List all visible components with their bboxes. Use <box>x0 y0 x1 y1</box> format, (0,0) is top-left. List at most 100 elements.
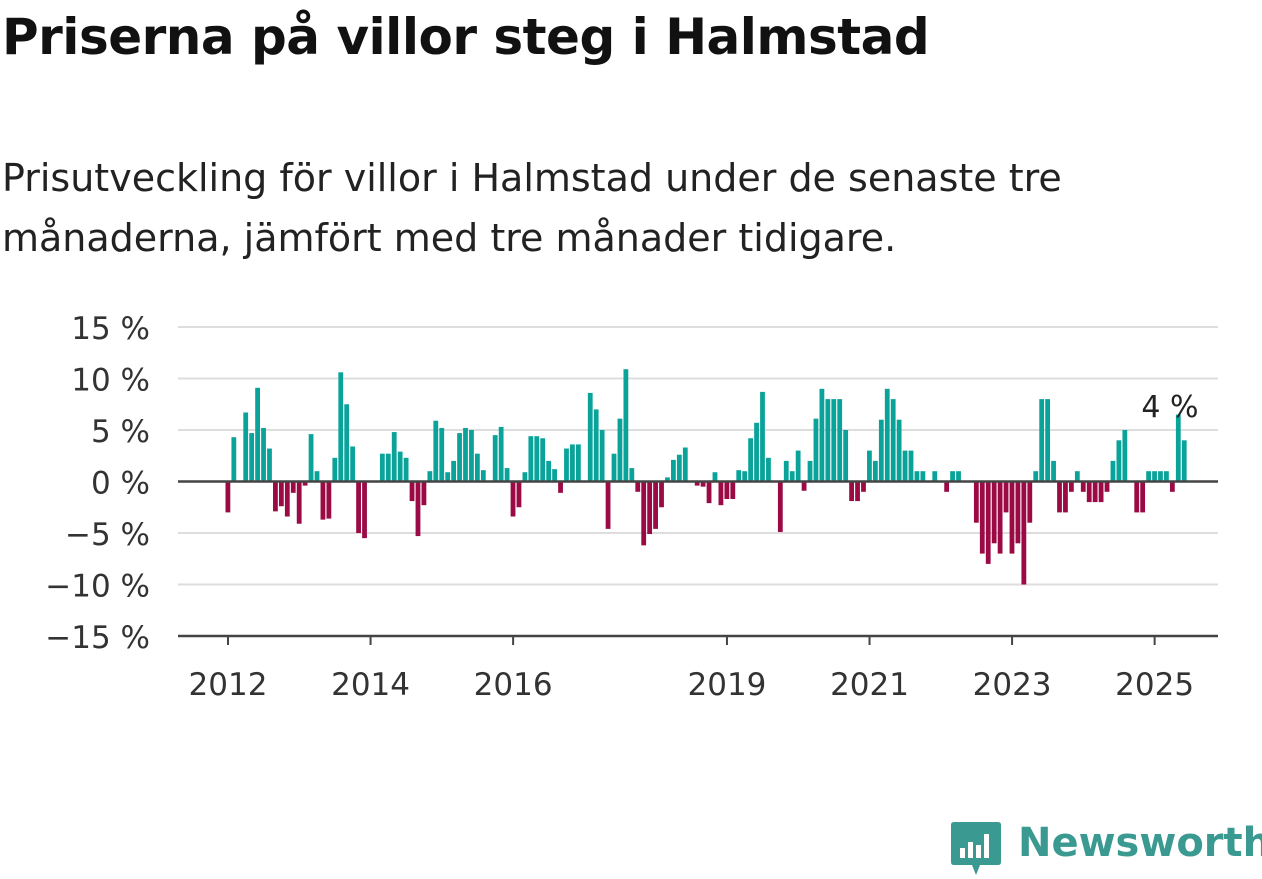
bar <box>724 481 730 500</box>
bar <box>492 435 498 482</box>
bar <box>362 481 367 539</box>
grid-lines <box>178 326 1218 586</box>
chart-subtitle: Prisutveckling för villor i Halmstad und… <box>2 156 1062 260</box>
bar <box>991 481 997 544</box>
y-tick-label: 5 % <box>91 414 150 450</box>
bar <box>308 434 314 482</box>
bar <box>1158 471 1163 482</box>
newsworthy-logo: Newsworthy <box>950 818 1262 878</box>
bar <box>1080 481 1086 492</box>
bar <box>1104 481 1110 492</box>
bar <box>439 427 445 482</box>
bar <box>397 451 403 482</box>
brand-name: Newsworthy <box>1018 820 1262 866</box>
bar <box>1009 481 1015 554</box>
bar <box>575 444 581 482</box>
bar <box>754 422 759 482</box>
bar <box>278 481 284 507</box>
bar <box>902 450 908 482</box>
bar <box>890 399 896 482</box>
bar <box>777 481 783 532</box>
bar <box>979 481 985 554</box>
bar <box>908 450 914 482</box>
bar <box>403 457 409 482</box>
bar <box>273 481 278 512</box>
bar <box>344 404 350 482</box>
bar <box>1092 481 1098 503</box>
bar <box>1074 471 1080 482</box>
bar <box>676 454 682 482</box>
bar <box>409 481 415 502</box>
bar <box>932 471 938 482</box>
bar <box>944 481 950 492</box>
bar-chart: 15 %10 %5 %0 %−5 %−10 %−15 % 2012 2014 201… <box>45 311 1218 703</box>
bar <box>243 412 249 482</box>
bar <box>861 481 866 492</box>
bar <box>837 399 843 482</box>
bar <box>593 409 599 482</box>
bar <box>914 471 920 482</box>
bar <box>415 481 421 537</box>
bar <box>469 430 474 482</box>
bars <box>225 369 1187 585</box>
bar <box>302 481 308 486</box>
bar <box>718 481 724 506</box>
bar <box>445 472 451 482</box>
bar <box>1015 481 1021 544</box>
bar <box>498 426 504 482</box>
bar <box>261 427 266 482</box>
bar <box>385 453 391 482</box>
bar <box>546 460 552 482</box>
bar <box>659 481 664 508</box>
y-tick-label: −10 % <box>45 569 150 605</box>
bar <box>356 481 361 533</box>
bar <box>896 419 902 482</box>
bar <box>350 446 356 482</box>
bar <box>1068 481 1074 492</box>
bar <box>635 481 641 492</box>
bar <box>1027 481 1033 523</box>
bar <box>1169 481 1175 492</box>
bar <box>801 481 807 491</box>
bar <box>1063 481 1068 513</box>
axes <box>178 480 1218 645</box>
bar <box>706 481 712 504</box>
bar <box>653 481 658 529</box>
bar <box>1175 414 1181 482</box>
bar <box>611 453 617 482</box>
bar <box>997 481 1003 554</box>
bar <box>427 471 433 482</box>
bar <box>973 481 979 523</box>
bar <box>605 481 611 529</box>
bar <box>225 481 231 513</box>
bar <box>558 481 563 493</box>
bar <box>629 468 635 482</box>
bar <box>742 471 748 482</box>
bar <box>552 469 557 482</box>
bar <box>1057 481 1062 513</box>
bar <box>284 481 290 517</box>
bar <box>587 392 593 482</box>
bar <box>255 387 260 482</box>
bar <box>314 471 320 482</box>
bar <box>433 420 439 482</box>
bar <box>1146 471 1151 482</box>
bar <box>843 430 849 482</box>
bar <box>694 481 700 486</box>
x-tick-label: 2019 <box>688 667 767 703</box>
bar <box>766 457 771 482</box>
annotations: 4 % <box>1141 390 1198 425</box>
bar <box>570 444 575 482</box>
bar <box>665 477 670 482</box>
bar <box>700 481 706 487</box>
bar <box>855 481 860 502</box>
bar <box>599 430 605 482</box>
bar <box>682 447 688 482</box>
bar <box>789 471 795 482</box>
bar <box>504 468 510 482</box>
bar <box>641 481 647 546</box>
bar <box>872 460 878 482</box>
x-tick-label: 2014 <box>331 667 410 703</box>
bar <box>1003 481 1009 513</box>
bar <box>379 453 385 482</box>
